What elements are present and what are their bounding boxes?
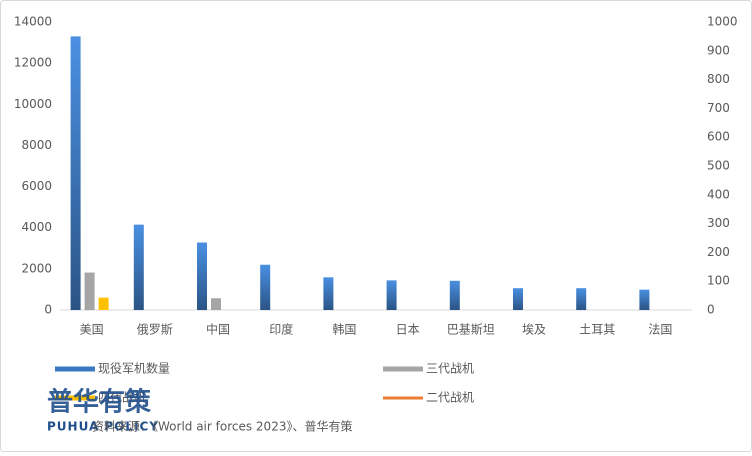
y2-tick-label: 500 [707, 159, 730, 173]
bar [513, 288, 523, 310]
x-tick-label: 巴基斯坦 [447, 323, 495, 337]
x-tick-label: 法国 [648, 323, 672, 337]
bar [70, 36, 81, 311]
bar [323, 277, 334, 310]
y-tick-label: 14000 [14, 15, 52, 29]
x-tick-label: 印度 [269, 322, 293, 337]
watermark: 普华有策 [47, 387, 151, 418]
y2-tick-label: 400 [707, 187, 730, 201]
x-tick-label: 日本 [396, 323, 420, 337]
y2-tick-label: 300 [707, 216, 730, 230]
legend-label: 四代战机 [98, 391, 146, 405]
x-tick-label: 俄罗斯 [137, 323, 173, 337]
y2-tick-label: 900 [707, 43, 730, 57]
y-tick-label: 4000 [21, 220, 52, 234]
y-tick-label: 2000 [21, 261, 52, 275]
y2-tick-label: 200 [707, 245, 730, 259]
bar [260, 264, 271, 310]
bar [576, 288, 587, 310]
bar [133, 224, 144, 310]
y2-tick-label: 100 [707, 274, 730, 288]
y2-tick-label: 1000 [707, 15, 738, 29]
bar [197, 242, 207, 310]
x-tick-label: 土耳其 [579, 323, 615, 337]
y-tick-label: 0 [44, 303, 52, 317]
y2-tick-label: 800 [707, 72, 730, 86]
legend-label: 现役军机数量 [98, 361, 170, 376]
legend-label: 二代战机 [426, 391, 474, 405]
x-tick-label: 美国 [80, 323, 104, 337]
y2-tick-label: 0 [707, 303, 715, 317]
y-tick-label: 8000 [21, 138, 52, 152]
y-tick-label: 6000 [21, 179, 52, 193]
y2-tick-label: 700 [707, 101, 730, 115]
bar [639, 289, 650, 310]
bar [449, 280, 460, 310]
legend-label: 三代战机 [426, 362, 474, 376]
y-tick-label: 10000 [14, 97, 52, 111]
bar [211, 298, 221, 310]
source: 资料来源：《World air forces 2023》、普华有策 [92, 420, 352, 434]
bar [84, 272, 95, 310]
watermark-en: PUHUA POLICY [47, 420, 159, 434]
y2-tick-label: 600 [707, 130, 730, 144]
x-tick-label: 中国 [206, 322, 230, 337]
bar [386, 280, 397, 310]
x-tick-label: 埃及 [522, 323, 546, 337]
bar [98, 297, 109, 310]
x-tick-label: 韩国 [332, 322, 356, 337]
y-tick-label: 12000 [14, 56, 52, 70]
